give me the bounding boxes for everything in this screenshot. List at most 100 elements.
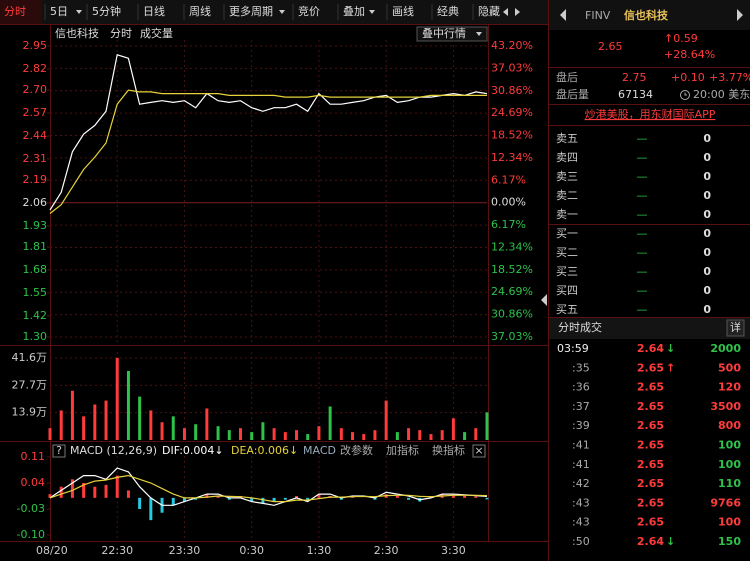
trade-price: 2.65 — [637, 439, 664, 452]
volume-bar — [250, 432, 254, 440]
dif-label: DIF:0.004↓ — [162, 444, 224, 457]
tab[interactable]: 竞价 — [298, 4, 320, 18]
y2-tick-label: 43.20% — [491, 39, 533, 52]
macd-bar — [407, 497, 411, 500]
macd-bar — [474, 496, 478, 498]
macd-action[interactable]: 换指标 — [432, 443, 465, 457]
book-price: — — [637, 170, 648, 183]
after-volume-label: 盘后量 — [556, 87, 589, 101]
y-tick-label: 0.04 — [21, 476, 46, 489]
volume-bar — [138, 396, 142, 440]
volume-bar — [238, 428, 242, 440]
tab[interactable]: 画线 — [392, 4, 414, 18]
chart-name: 信也科技 — [55, 26, 99, 40]
tab[interactable]: 叠加 — [343, 5, 365, 18]
book-price: — — [637, 265, 648, 278]
tab[interactable]: 5分钟 — [92, 4, 121, 18]
tab[interactable]: 隐藏 — [478, 5, 500, 18]
quote-header-bg — [549, 0, 750, 30]
trade-price: 2.65 — [637, 381, 664, 394]
volume-bar — [395, 432, 399, 440]
volume-bar — [227, 430, 231, 440]
macd-bar — [82, 483, 86, 498]
close: × — [474, 444, 483, 457]
macd-bar — [227, 497, 231, 500]
y-tick-label: 0.11 — [21, 450, 46, 463]
macd-bar — [339, 497, 343, 500]
tab[interactable]: 周线 — [189, 4, 211, 18]
prev-stock[interactable] — [560, 9, 566, 21]
next-stock[interactable] — [737, 9, 743, 21]
last-price: 2.65 — [598, 40, 623, 53]
help-box[interactable] — [52, 444, 66, 458]
volume-bar — [272, 428, 276, 440]
detail-box[interactable] — [726, 319, 745, 337]
volume-bar — [48, 428, 52, 440]
y2-tick-label: 24.69% — [491, 285, 533, 298]
volume-bar — [104, 400, 108, 440]
tab[interactable]: 5日 — [50, 5, 68, 18]
trades-header-bg — [549, 318, 750, 339]
chart-mode: 分时 — [110, 27, 132, 40]
trade-price: 2.64 — [637, 535, 664, 548]
y-tick-label: 1.42 — [23, 309, 48, 322]
volume-bar — [283, 432, 287, 440]
volume-bar — [429, 434, 433, 440]
trade-price: 2.65 — [637, 400, 664, 413]
dropdown-arrow — [476, 32, 482, 36]
y-tick-label: 41.6万 — [12, 351, 48, 364]
macd-bar — [205, 494, 209, 498]
trade-time: :41 — [572, 439, 590, 452]
volume-bar — [373, 430, 377, 440]
macd-bar — [171, 497, 175, 506]
x-tick-label: 23:30 — [169, 544, 201, 557]
macd-line — [49, 474, 488, 503]
volume-bar — [351, 432, 355, 440]
macd-bar — [283, 497, 287, 500]
y-tick-label: 2.31 — [23, 152, 48, 165]
volume-bar — [70, 390, 74, 440]
macd-bar — [149, 497, 153, 521]
ad-link[interactable]: 炒港美股，用东财国际APP — [585, 107, 716, 121]
scroll-right[interactable] — [515, 8, 520, 16]
tab[interactable]: 日线 — [143, 4, 165, 18]
trade-volume: 100 — [718, 458, 741, 471]
after-label: 盘后 — [556, 70, 578, 84]
book-price: — — [637, 227, 648, 240]
macd-bar — [463, 496, 467, 498]
toolbar-bg — [0, 0, 548, 24]
trade-volume: 100 — [718, 516, 741, 529]
macd-action[interactable]: 加指标 — [386, 443, 419, 457]
y-tick-label: -0.03 — [17, 502, 45, 515]
y2-tick-label: 6.17% — [491, 218, 526, 231]
macd-bar — [138, 497, 142, 509]
stock-name: 信也科技 — [624, 8, 669, 22]
trade-time: :43 — [572, 516, 590, 529]
tab[interactable]: 更多周期 — [229, 4, 273, 18]
tab[interactable]: 分时 — [4, 5, 26, 18]
scroll-left[interactable] — [503, 8, 508, 16]
macd-bar — [295, 496, 299, 498]
after-change: +0.10 — [671, 71, 705, 84]
volume-bar — [451, 418, 455, 440]
y2-tick-label: 0.00% — [491, 196, 526, 209]
y-tick-label: 1.55 — [23, 286, 48, 299]
trade-time: :42 — [572, 477, 590, 490]
macd-action[interactable]: 改参数 — [340, 443, 373, 457]
volume-bar — [306, 434, 310, 440]
tab[interactable]: 经典 — [437, 4, 459, 18]
volume-bar — [384, 400, 388, 440]
trade-volume: 120 — [718, 381, 741, 394]
book-volume: 0 — [703, 246, 711, 259]
macd-bar — [250, 497, 254, 502]
volume-bar — [205, 408, 209, 440]
collapse-arrow[interactable] — [541, 294, 547, 306]
book-volume: 0 — [703, 284, 711, 297]
volume-bar — [328, 406, 332, 440]
volume-bar — [474, 428, 478, 440]
book-price: — — [637, 151, 648, 164]
overlay-button[interactable] — [416, 26, 488, 42]
trade-time: :39 — [572, 419, 590, 432]
macd-bar — [317, 494, 321, 498]
close-box[interactable] — [472, 444, 486, 458]
